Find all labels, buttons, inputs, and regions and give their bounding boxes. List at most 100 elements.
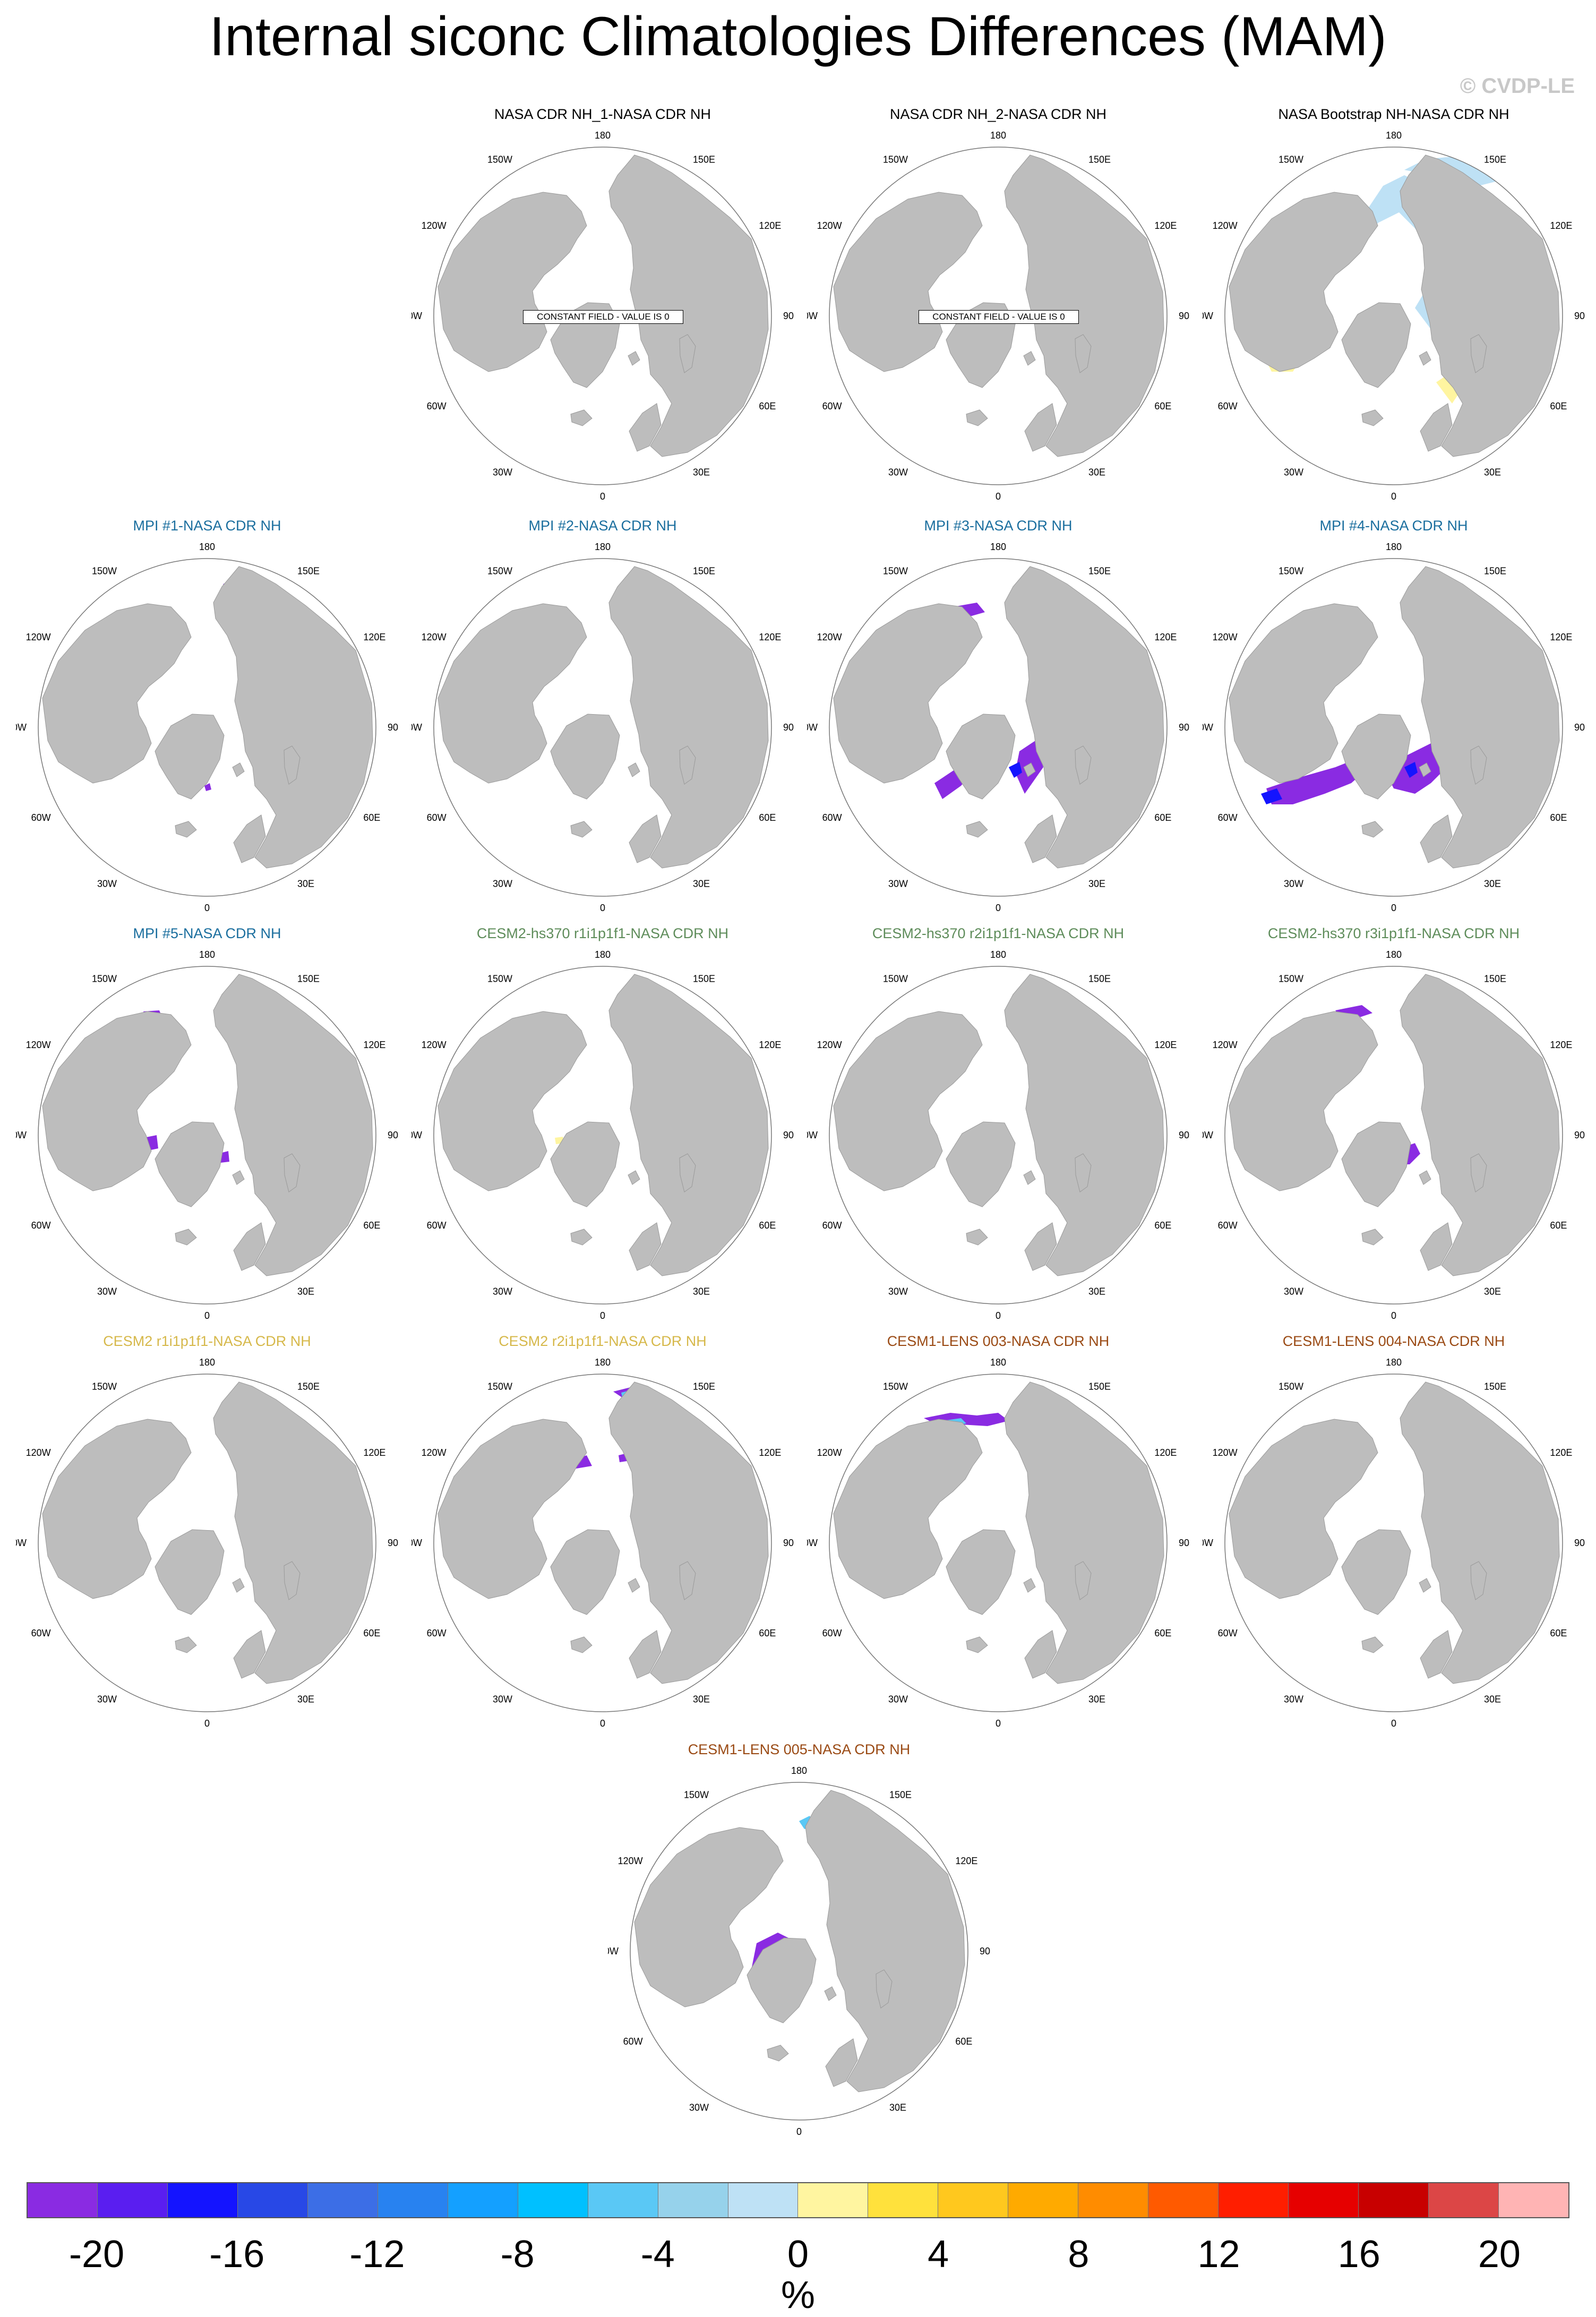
colorbar-tick-label: -4	[640, 2233, 675, 2276]
land-mass	[213, 566, 373, 869]
longitude-label: 0	[600, 903, 605, 913]
land-mass	[437, 1011, 587, 1191]
longitude-label: 60W	[1218, 401, 1238, 411]
longitude-label: 120W	[1213, 220, 1238, 231]
longitude-label: 30E	[693, 1694, 710, 1704]
longitude-label: 90E	[1179, 722, 1189, 733]
land-mass	[1004, 1381, 1164, 1684]
longitude-label: 150W	[883, 974, 908, 984]
colorbar-box	[1008, 2183, 1079, 2217]
polar-map: 180 150E 120E 90E 60E 30E 0 30W 60W 90W 120W 150W	[807, 949, 1189, 1321]
map-panel: NASA CDR NH_2-NASA CDR NH 180 150E 120E 90E 6…	[807, 106, 1189, 510]
longitude-label: 30W	[493, 878, 512, 889]
longitude-label: 90W	[16, 722, 27, 733]
colorbar-box	[448, 2183, 518, 2217]
longitude-label: 0	[600, 491, 605, 502]
longitude-label: 60E	[759, 812, 776, 823]
longitude-label: 30W	[888, 1286, 908, 1297]
colorbar-box	[97, 2183, 168, 2217]
land-mass	[946, 1529, 1016, 1615]
longitude-label: 90E	[388, 722, 398, 733]
longitude-label: 0	[600, 1718, 605, 1729]
longitude-label: 60E	[759, 1628, 776, 1638]
panel-title: CESM1-LENS 003-NASA CDR NH	[887, 1333, 1110, 1349]
longitude-label: 180	[199, 542, 215, 552]
panel-title: MPI #3-NASA CDR NH	[924, 518, 1072, 534]
longitude-label: 90E	[1179, 1538, 1189, 1548]
land-mass	[1419, 351, 1431, 366]
longitude-label: 0	[204, 903, 210, 913]
colorbar-tick-label: 16	[1337, 2233, 1380, 2276]
map-panel: CESM1-LENS 003-NASA CDR NH 180 150E 120E 90E…	[807, 1333, 1189, 1737]
longitude-label: 150E	[1088, 1381, 1111, 1392]
colorbar-box	[1289, 2183, 1359, 2217]
land-mass	[1419, 1578, 1431, 1593]
land-mass	[1075, 1561, 1092, 1600]
longitude-label: 120E	[1550, 632, 1572, 642]
longitude-label: 180	[1386, 949, 1402, 960]
longitude-label: 150W	[92, 566, 117, 577]
land-mass	[833, 1419, 983, 1599]
colorbar-box	[938, 2183, 1009, 2217]
longitude-label: 30E	[693, 467, 710, 477]
longitude-label: 150E	[1484, 155, 1506, 165]
map-panel: MPI #3-NASA CDR NH 180 150E 120E 90E 60E 30E 0 3…	[807, 518, 1189, 921]
land-mass	[570, 1229, 593, 1246]
land-mass	[1361, 821, 1384, 838]
longitude-label: 90W	[1203, 722, 1213, 733]
map-border	[829, 147, 1168, 485]
longitude-label: 120W	[26, 1447, 51, 1458]
colorbar-tick-label: 0	[787, 2233, 809, 2276]
panel-title: MPI #1-NASA CDR NH	[133, 518, 281, 534]
land-mass	[1419, 762, 1431, 777]
polar-map: 180 150E 120E 90E 60E 30E 0 30W 60W 90W 120W 150W	[807, 1357, 1189, 1729]
land-mass	[570, 1636, 593, 1653]
panel-title: NASA CDR NH_1-NASA CDR NH	[494, 106, 711, 122]
panel-title: CESM1-LENS 004-NASA CDR NH	[1282, 1333, 1505, 1349]
longitude-label: 180	[1386, 130, 1402, 141]
colorbar-box	[798, 2183, 869, 2217]
colorbar-box	[1359, 2183, 1429, 2217]
polar-map: 180 150E 120E 90E 60E 30E 0 30W 60W 90W 120W 150W	[608, 1765, 990, 2137]
map-panel: MPI #2-NASA CDR NH 180 150E 120E 90E 60E 30E 0 3…	[411, 518, 794, 921]
land-mass	[1004, 974, 1164, 1276]
land-mass	[608, 1381, 769, 1684]
polar-map: 180 150E 120E 90E 60E 30E 0 30W 60W 90W 120W 150W	[16, 949, 398, 1321]
land-mass	[437, 603, 587, 784]
polar-map: 180 150E 120E 90E 60E 30E 0 30W 60W 90W 120W 150W	[411, 542, 794, 913]
longitude-label: 150E	[1484, 566, 1506, 577]
land-mass	[550, 714, 620, 800]
land-mass	[966, 409, 988, 426]
longitude-label: 90E	[1574, 722, 1585, 733]
land-mass	[966, 821, 988, 838]
land-mass	[1419, 1170, 1431, 1185]
longitude-label: 120E	[1154, 220, 1177, 231]
longitude-label: 90E	[1179, 311, 1189, 321]
land-mass	[175, 1229, 197, 1246]
land-mass	[213, 974, 373, 1276]
polar-map: 180 150E 120E 90E 60E 30E 0 30W 60W 90W 120W 150W	[1203, 1357, 1585, 1729]
land-mass	[946, 302, 1016, 388]
longitude-label: 180	[1386, 542, 1402, 552]
longitude-label: 150E	[297, 566, 320, 577]
longitude-label: 150W	[684, 1790, 709, 1800]
map-border	[38, 558, 376, 897]
land-mass	[284, 1561, 301, 1600]
longitude-label: 60E	[363, 812, 380, 823]
longitude-label: 150E	[693, 155, 715, 165]
longitude-label: 150E	[1484, 974, 1506, 984]
longitude-label: 30E	[297, 1286, 314, 1297]
longitude-label: 180	[990, 542, 1006, 552]
land-mass	[629, 1222, 662, 1271]
longitude-label: 60W	[427, 812, 447, 823]
longitude-label: 120E	[759, 632, 781, 642]
panel-title: MPI #4-NASA CDR NH	[1319, 518, 1468, 534]
longitude-label: 60E	[1154, 401, 1171, 411]
longitude-label: 150E	[297, 1381, 320, 1392]
land-mass	[629, 814, 662, 863]
polar-map: 180 150E 120E 90E 60E 30E 0 30W 60W 90W 120W 150W	[16, 542, 398, 913]
longitude-label: 150W	[92, 974, 117, 984]
land-mass	[1420, 1222, 1453, 1271]
longitude-label: 90E	[783, 311, 794, 321]
land-mass	[1400, 155, 1560, 457]
